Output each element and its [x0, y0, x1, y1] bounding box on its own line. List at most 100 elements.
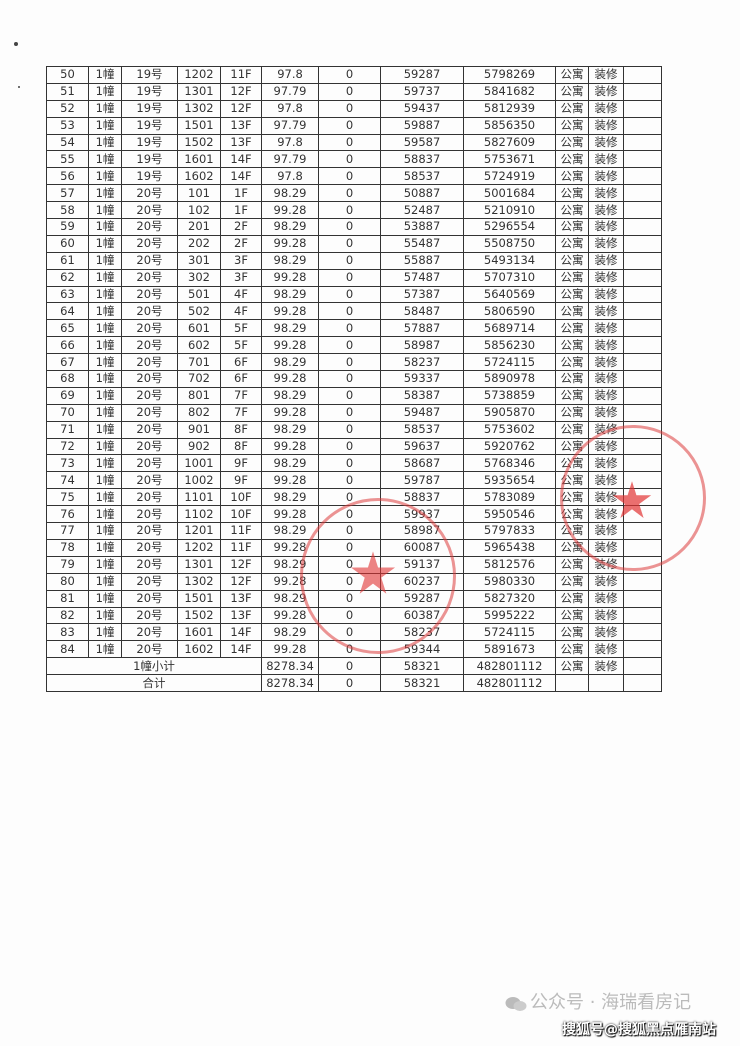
- building-cell: 1幢: [88, 319, 122, 338]
- row-number-cell: 63: [46, 285, 89, 304]
- table-row: 64 1幢 20号 502 4F 99.28 0 58487 5806590 公寓 装修: [46, 302, 662, 321]
- decoration-cell: 装修: [588, 116, 624, 135]
- building-cell: 1幢: [88, 285, 122, 304]
- unit-price-cell: 58237: [380, 623, 464, 642]
- total-price-cell: 5995222: [463, 606, 556, 625]
- unit-price-cell: 59287: [380, 589, 464, 608]
- total-price-cell: 5753602: [463, 420, 556, 439]
- total-price-cell: 5798269: [463, 66, 556, 84]
- area-cell: 97.8: [261, 167, 319, 186]
- property-type-cell: 公寓: [555, 133, 589, 152]
- building-cell: 1幢: [88, 555, 122, 574]
- col-zero-cell: 0: [318, 150, 381, 169]
- col-zero-cell: 0: [318, 640, 381, 659]
- empty-cell: [623, 386, 662, 405]
- table-row: 61 1幢 20号 301 3F 98.29 0 55887 5493134 公寓 装修: [46, 251, 662, 270]
- row-number-cell: 67: [46, 353, 89, 372]
- unit-price-cell: 58537: [380, 420, 464, 439]
- unit-cell: 20号: [121, 522, 178, 540]
- property-type-cell: 公寓: [555, 336, 589, 355]
- building-cell: 1幢: [88, 420, 122, 439]
- table-row: 62 1幢 20号 302 3F 99.28 0 57487 5707310 公寓 装修: [46, 268, 662, 287]
- col-zero-cell: 0: [318, 319, 381, 338]
- room-cell: 1502: [177, 133, 221, 152]
- area-cell: 97.8: [261, 133, 319, 152]
- empty-cell: [623, 285, 662, 304]
- table-row: 75 1幢 20号 1101 10F 98.29 0 58837 5783089 公寓 装修: [46, 488, 662, 507]
- table-row: 78 1幢 20号 1202 11F 99.28 0 60087 5965438 公寓 装修: [46, 538, 662, 557]
- area-cell: 99.28: [261, 572, 319, 591]
- row-number-cell: 73: [46, 454, 89, 473]
- col-zero-cell: 0: [318, 420, 381, 439]
- row-number-cell: 72: [46, 437, 89, 456]
- col-zero-cell: 0: [318, 66, 381, 84]
- empty-cell: [623, 133, 662, 152]
- total-price-cell: 5891673: [463, 640, 556, 659]
- room-cell: 901: [177, 420, 221, 439]
- building-cell: 1幢: [88, 353, 122, 372]
- area-cell: 99.28: [261, 471, 319, 490]
- col-zero-cell: 0: [318, 82, 381, 101]
- property-type-cell: 公寓: [555, 201, 589, 220]
- empty-cell: [623, 606, 662, 625]
- total-price-cell: 5806590: [463, 302, 556, 321]
- table-row: 80 1幢 20号 1302 12F 99.28 0 60237 5980330 公寓 装修: [46, 572, 662, 591]
- col-zero-cell: 0: [318, 488, 381, 507]
- unit-price-cell: 50887: [380, 184, 464, 203]
- property-type-cell: 公寓: [555, 150, 589, 169]
- row-number-cell: 65: [46, 319, 89, 338]
- room-cell: 601: [177, 319, 221, 338]
- floor-cell: 3F: [220, 251, 262, 270]
- col-zero-cell: 0: [318, 589, 381, 608]
- total-price-cell: 5724115: [463, 623, 556, 642]
- table-row: 66 1幢 20号 602 5F 99.28 0 58987 5856230 公寓 装修: [46, 336, 662, 355]
- room-cell: 201: [177, 218, 221, 236]
- total-cell: 482801112: [463, 657, 556, 676]
- building-cell: 1幢: [88, 336, 122, 355]
- scan-speck: [14, 42, 18, 46]
- room-cell: 1501: [177, 116, 221, 135]
- room-cell: 1001: [177, 454, 221, 473]
- floor-cell: 7F: [220, 386, 262, 405]
- area-cell: 99.28: [261, 336, 319, 355]
- decoration-cell: 装修: [588, 454, 624, 473]
- area-cell: 8278.34: [261, 657, 319, 676]
- decoration-cell: 装修: [588, 471, 624, 490]
- floor-cell: 5F: [220, 319, 262, 338]
- empty-cell: [623, 420, 662, 439]
- col-zero-cell: 0: [318, 606, 381, 625]
- unit-cell: 20号: [121, 285, 178, 304]
- area-cell: 97.79: [261, 82, 319, 101]
- unit-cell: 19号: [121, 66, 178, 84]
- property-type-cell: 公寓: [555, 285, 589, 304]
- property-type-cell: 公寓: [555, 234, 589, 253]
- area-cell: 98.29: [261, 251, 319, 270]
- floor-cell: 9F: [220, 471, 262, 490]
- col-zero-cell: 0: [318, 437, 381, 456]
- empty-cell: [623, 201, 662, 220]
- unit-cell: 20号: [121, 471, 178, 490]
- building-cell: 1幢: [88, 167, 122, 186]
- unit-cell: 19号: [121, 150, 178, 169]
- area-cell: 98.29: [261, 386, 319, 405]
- col-zero-cell: 0: [318, 538, 381, 557]
- row-number-cell: 60: [46, 234, 89, 253]
- building-cell: 1幢: [88, 150, 122, 169]
- unit-price-cell: 58537: [380, 167, 464, 186]
- building-cell: 1幢: [88, 488, 122, 507]
- property-type-cell: 公寓: [555, 386, 589, 405]
- property-type-cell: 公寓: [555, 302, 589, 321]
- unit-price-cell: 57387: [380, 285, 464, 304]
- empty-cell: [623, 268, 662, 287]
- building-cell: 1幢: [88, 640, 122, 659]
- property-type-cell: 公寓: [555, 218, 589, 236]
- table-row: 79 1幢 20号 1301 12F 98.29 0 59137 5812576 公寓 装修: [46, 555, 662, 574]
- area-cell: 99.28: [261, 640, 319, 659]
- empty-cell: [555, 674, 589, 692]
- building-cell: 1幢: [88, 538, 122, 557]
- area-cell: 98.29: [261, 623, 319, 642]
- building-cell: 1幢: [88, 133, 122, 152]
- building-cell: 1幢: [88, 522, 122, 540]
- total-price-cell: 5965438: [463, 538, 556, 557]
- row-number-cell: 64: [46, 302, 89, 321]
